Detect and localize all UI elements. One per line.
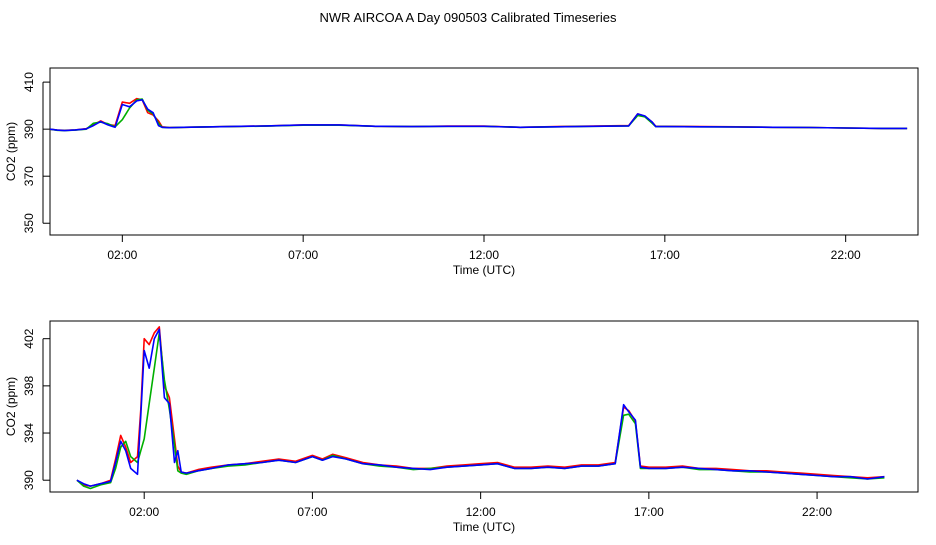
y-tick-label: 398	[22, 376, 36, 396]
top-panel: 02:00 07:00 12:00 17:00 22:00 350 370 390 410 Tim…	[4, 67, 919, 277]
red-series-line	[76, 326, 885, 487]
x-tick-label: 12:00	[469, 248, 499, 262]
y-tick-label: 394	[22, 423, 36, 443]
y-tick-label: 370	[22, 166, 36, 186]
x-tick-label: 22:00	[802, 505, 832, 519]
y-tick-label: 402	[22, 328, 36, 348]
x-axis-label: Time (UTC)	[453, 263, 515, 277]
x-tick-label: 17:00	[634, 505, 664, 519]
y-tick-label: 410	[22, 72, 36, 92]
plot-frame	[49, 320, 919, 493]
y-axis-label: CO2 (ppm)	[4, 122, 18, 181]
x-tick-label: 07:00	[297, 505, 327, 519]
y-tick-label: 390	[22, 119, 36, 139]
x-tick-label: 17:00	[650, 248, 680, 262]
green-series-line	[76, 331, 885, 490]
bottom-panel: 02:00 07:00 12:00 17:00 22:00 390 394 398 402 Tim…	[4, 320, 919, 534]
y-tick-label: 350	[22, 213, 36, 233]
x-tick-label: 22:00	[831, 248, 861, 262]
x-axis-label: Time (UTC)	[453, 520, 515, 534]
x-tick-label: 07:00	[288, 248, 318, 262]
x-tick-label: 02:00	[129, 505, 159, 519]
plot-frame	[49, 67, 919, 236]
chart-title: NWR AIRCOA A Day 090503 Calibrated Times…	[320, 10, 617, 25]
y-tick-label: 390	[22, 470, 36, 490]
blue-series-line	[76, 328, 885, 487]
x-tick-label: 02:00	[107, 248, 137, 262]
blue-series-line	[49, 99, 908, 132]
y-axis-label: CO2 (ppm)	[4, 377, 18, 436]
x-tick-label: 12:00	[466, 505, 496, 519]
